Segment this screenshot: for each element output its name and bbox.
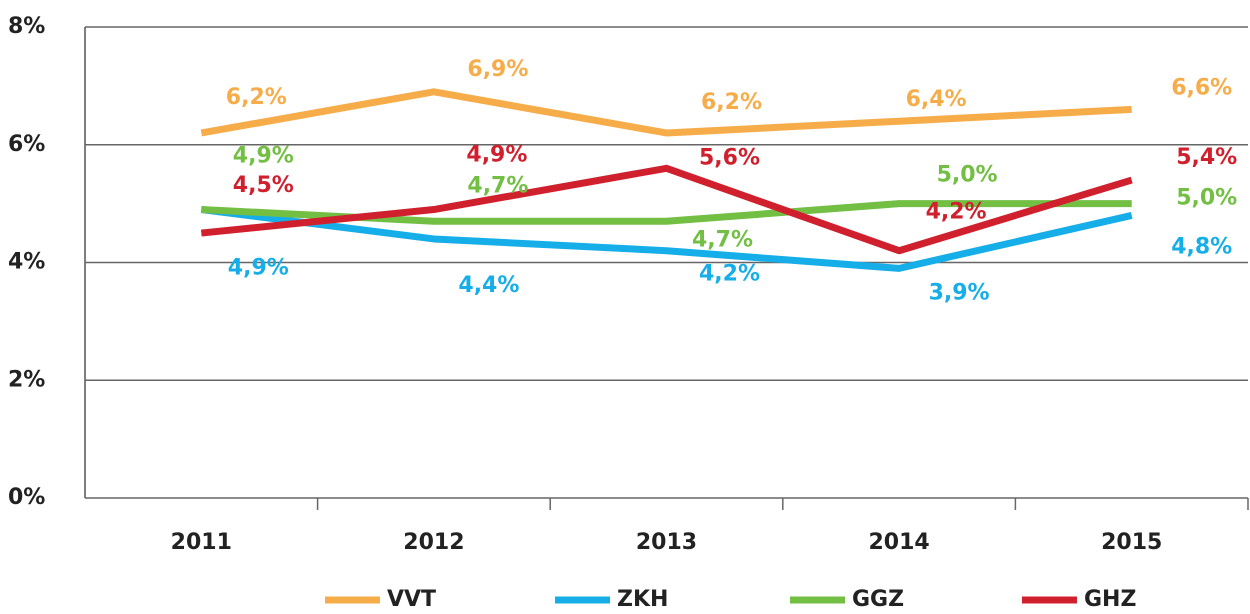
legend-label: GHZ: [1084, 587, 1136, 612]
x-tick-label: 2014: [868, 530, 929, 555]
x-tick-label: 2012: [403, 530, 464, 555]
data-label: 4,2%: [699, 262, 760, 287]
data-label: 5,6%: [699, 145, 760, 170]
y-tick-label: 6%: [8, 132, 45, 157]
series-line: [200, 88, 1132, 137]
data-label: 4,2%: [926, 200, 987, 225]
y-tick-label: 8%: [8, 14, 45, 39]
legend-label: VVT: [387, 587, 436, 612]
data-label: 4,9%: [228, 256, 289, 281]
x-tick-label: 2013: [636, 530, 697, 555]
data-label: 4,8%: [1171, 234, 1232, 259]
series-line: [200, 164, 1133, 255]
data-label: 4,7%: [467, 173, 528, 198]
data-label: 6,9%: [467, 57, 528, 82]
data-label: 3,9%: [929, 280, 990, 305]
data-label: 5,0%: [937, 163, 998, 188]
data-label: 5,4%: [1176, 145, 1237, 170]
x-tick-label: 2011: [171, 530, 232, 555]
data-label: 5,0%: [1176, 186, 1237, 211]
data-label: 4,9%: [466, 143, 527, 168]
legend-label: GGZ: [852, 587, 904, 612]
data-label: 6,4%: [906, 87, 967, 112]
data-label: 4,5%: [233, 173, 294, 198]
data-label: 4,4%: [458, 273, 519, 298]
y-tick-label: 0%: [8, 485, 45, 510]
data-label: 6,2%: [226, 85, 287, 110]
data-label: 4,9%: [233, 144, 294, 169]
data-label: 6,6%: [1171, 75, 1232, 100]
y-tick-label: 2%: [8, 367, 45, 392]
data-label: 6,2%: [701, 90, 762, 115]
legend-label: ZKH: [617, 587, 668, 612]
x-tick-label: 2015: [1101, 530, 1162, 555]
data-label: 4,7%: [692, 227, 753, 252]
y-tick-label: 4%: [8, 250, 45, 275]
series-line: [200, 206, 1133, 272]
